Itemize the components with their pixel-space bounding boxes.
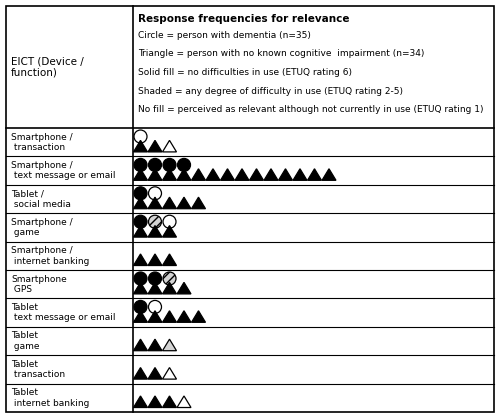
Polygon shape bbox=[148, 311, 162, 322]
Polygon shape bbox=[148, 226, 162, 237]
Text: Smartphone /
 game: Smartphone / game bbox=[11, 218, 72, 237]
Text: Triangle = person with no known cognitive  impairment (n=34): Triangle = person with no known cognitiv… bbox=[138, 49, 425, 59]
Text: Tablet
 transaction: Tablet transaction bbox=[11, 360, 65, 379]
Ellipse shape bbox=[148, 158, 162, 171]
Polygon shape bbox=[177, 311, 191, 322]
Polygon shape bbox=[134, 396, 147, 408]
Ellipse shape bbox=[134, 187, 147, 200]
Polygon shape bbox=[162, 283, 176, 294]
Polygon shape bbox=[308, 169, 322, 180]
Polygon shape bbox=[192, 197, 205, 209]
Ellipse shape bbox=[134, 130, 147, 143]
Polygon shape bbox=[162, 367, 176, 379]
Polygon shape bbox=[192, 311, 205, 322]
Text: Tablet /
 social media: Tablet / social media bbox=[11, 189, 71, 209]
Polygon shape bbox=[177, 396, 191, 408]
Ellipse shape bbox=[163, 272, 176, 285]
Text: Smartphone /
 text message or email: Smartphone / text message or email bbox=[11, 161, 116, 180]
Polygon shape bbox=[177, 283, 191, 294]
Text: Tablet
 text message or email: Tablet text message or email bbox=[11, 303, 116, 322]
Text: Tablet
 internet banking: Tablet internet banking bbox=[11, 388, 90, 408]
Polygon shape bbox=[278, 169, 292, 180]
Ellipse shape bbox=[134, 158, 147, 171]
Ellipse shape bbox=[134, 301, 147, 314]
Polygon shape bbox=[134, 283, 147, 294]
Polygon shape bbox=[148, 367, 162, 379]
Polygon shape bbox=[148, 169, 162, 180]
Polygon shape bbox=[148, 254, 162, 265]
Ellipse shape bbox=[163, 215, 176, 228]
Text: Response frequencies for relevance: Response frequencies for relevance bbox=[138, 14, 350, 24]
Text: Smartphone
 GPS: Smartphone GPS bbox=[11, 275, 67, 294]
Text: Shaded = any degree of difficulty in use (ETUQ rating 2-5): Shaded = any degree of difficulty in use… bbox=[138, 87, 404, 95]
Polygon shape bbox=[177, 197, 191, 209]
Ellipse shape bbox=[163, 158, 176, 171]
Text: EICT (Device /
function): EICT (Device / function) bbox=[11, 56, 84, 78]
Polygon shape bbox=[134, 367, 147, 379]
Polygon shape bbox=[148, 140, 162, 152]
Polygon shape bbox=[134, 254, 147, 265]
Ellipse shape bbox=[148, 187, 162, 200]
Polygon shape bbox=[293, 169, 307, 180]
Ellipse shape bbox=[178, 158, 190, 171]
Polygon shape bbox=[162, 396, 176, 408]
Polygon shape bbox=[134, 140, 147, 152]
Polygon shape bbox=[148, 396, 162, 408]
Polygon shape bbox=[134, 339, 147, 351]
Polygon shape bbox=[162, 197, 176, 209]
Polygon shape bbox=[162, 169, 176, 180]
Polygon shape bbox=[177, 169, 191, 180]
Polygon shape bbox=[162, 311, 176, 322]
Text: Smartphone /
 internet banking: Smartphone / internet banking bbox=[11, 246, 90, 265]
Polygon shape bbox=[148, 339, 162, 351]
Ellipse shape bbox=[134, 272, 147, 285]
Polygon shape bbox=[162, 226, 176, 237]
Text: Solid fill = no difficulties in use (ETUQ rating 6): Solid fill = no difficulties in use (ETU… bbox=[138, 68, 352, 77]
Polygon shape bbox=[148, 283, 162, 294]
Text: Smartphone /
 transaction: Smartphone / transaction bbox=[11, 133, 72, 152]
Polygon shape bbox=[162, 254, 176, 265]
Polygon shape bbox=[134, 226, 147, 237]
Polygon shape bbox=[322, 169, 336, 180]
Ellipse shape bbox=[134, 215, 147, 228]
Ellipse shape bbox=[148, 272, 162, 285]
Polygon shape bbox=[134, 197, 147, 209]
Polygon shape bbox=[192, 169, 205, 180]
Polygon shape bbox=[264, 169, 278, 180]
Polygon shape bbox=[220, 169, 234, 180]
Text: No fill = perceived as relevant although not currently in use (ETUQ rating 1): No fill = perceived as relevant although… bbox=[138, 105, 484, 114]
Polygon shape bbox=[148, 197, 162, 209]
Polygon shape bbox=[134, 169, 147, 180]
Text: Tablet
 game: Tablet game bbox=[11, 331, 40, 351]
Polygon shape bbox=[235, 169, 249, 180]
Polygon shape bbox=[162, 140, 176, 152]
Ellipse shape bbox=[148, 301, 162, 314]
Polygon shape bbox=[250, 169, 264, 180]
Text: Circle = person with dementia (n=35): Circle = person with dementia (n=35) bbox=[138, 31, 312, 40]
Polygon shape bbox=[134, 311, 147, 322]
Polygon shape bbox=[162, 339, 176, 351]
Polygon shape bbox=[206, 169, 220, 180]
Ellipse shape bbox=[148, 215, 162, 228]
